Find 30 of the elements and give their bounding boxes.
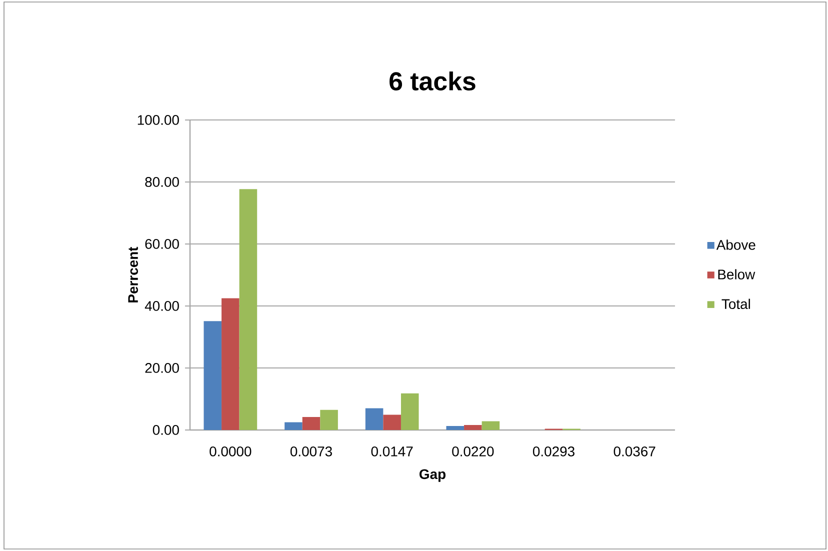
x-axis-title: Gap <box>420 469 446 482</box>
bar <box>284 422 302 430</box>
x-tick-label: 0.0000 <box>210 446 252 456</box>
x-tick-label: 0.0367 <box>614 446 656 456</box>
bar <box>365 408 384 430</box>
x-tick-label: 0.0220 <box>452 446 494 456</box>
x-tick-label: 0.0147 <box>371 446 413 456</box>
bar <box>239 189 258 430</box>
bar <box>302 416 320 430</box>
bar <box>320 410 338 430</box>
y-tick-label: 20.00 <box>145 363 179 373</box>
bar <box>446 426 464 430</box>
bar <box>383 414 401 430</box>
bar <box>204 321 222 430</box>
y-tick-label: 100.00 <box>138 115 179 125</box>
chart-title: 6 tacks <box>390 71 476 90</box>
legend-label: Above <box>716 240 756 250</box>
bar <box>464 425 482 430</box>
bar <box>400 393 419 430</box>
legend-label: Total <box>722 298 750 310</box>
x-tick-label: 0.0293 <box>532 446 574 456</box>
y-tick-label: 60.00 <box>145 239 179 249</box>
y-tick-label: 0.00 <box>152 425 179 435</box>
y-axis-title: Perrcent <box>128 246 138 302</box>
bar <box>222 298 240 430</box>
bar <box>482 421 500 430</box>
legend-label: Below <box>718 269 756 280</box>
x-tick-label: 0.0073 <box>290 446 332 456</box>
y-tick-label: 40.00 <box>144 301 179 311</box>
y-tick-label: 80.00 <box>145 177 179 187</box>
